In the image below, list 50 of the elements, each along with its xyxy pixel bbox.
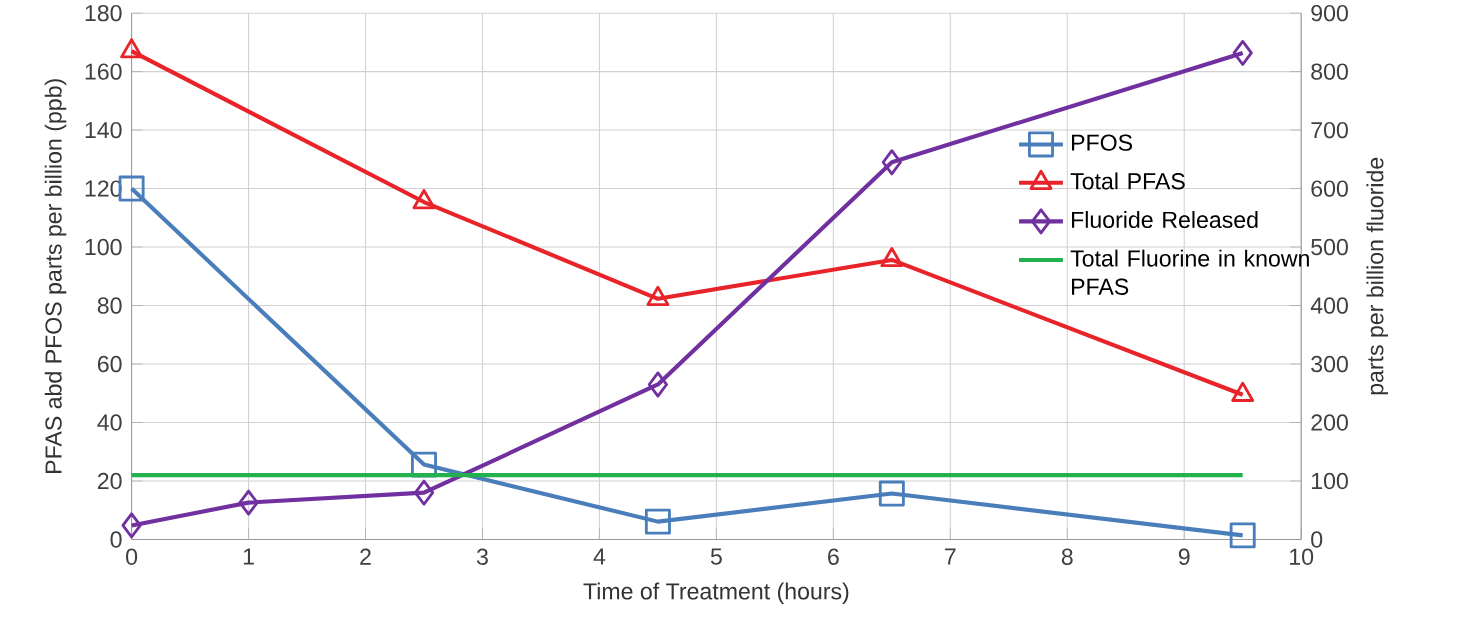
point — [878, 480, 905, 507]
y2-tick-label: 0 — [1311, 531, 1323, 548]
y2-tick-label: 900 — [1311, 4, 1348, 22]
y-tick-label: 160 — [85, 63, 122, 80]
y2-tick-label: 400 — [1310, 297, 1348, 314]
legend-label: PFOS — [1072, 134, 1133, 151]
y2-tick-label: 300 — [1311, 355, 1348, 373]
point — [880, 246, 904, 268]
x-tick-label: 1 — [243, 548, 254, 565]
x-tick-label: 3 — [476, 548, 488, 565]
y2-tick-label: 100 — [1312, 472, 1348, 490]
y2-tick-label: 500 — [1311, 238, 1348, 256]
point — [413, 479, 435, 506]
point — [1229, 522, 1256, 549]
y-tick-label: 60 — [97, 355, 122, 373]
y-tick-label: 140 — [85, 121, 122, 139]
y-tick-label: 40 — [97, 414, 122, 431]
y-tick-label: 20 — [97, 472, 122, 490]
y2-tick-label: 700 — [1311, 121, 1348, 139]
x-tick-label: 2 — [360, 548, 371, 565]
point — [647, 371, 668, 398]
y-tick-label: 100 — [85, 238, 122, 256]
point — [238, 489, 259, 516]
y-tick-label: 180 — [85, 4, 122, 22]
y-tick-label: 80 — [97, 297, 122, 314]
y2-tick-label: 200 — [1311, 414, 1348, 431]
x-tick-label: 10 — [1290, 548, 1314, 565]
point — [120, 38, 144, 59]
y-axis-title: PFAS abd PFOS parts per billion (ppb) — [44, 79, 67, 473]
y2-axis-title: parts per billion fluoride — [1366, 157, 1389, 395]
legend-label: Total Fluorine in known PFAS — [1070, 249, 1309, 295]
x-tick-label: 4 — [593, 548, 606, 565]
legend-label: Total PFAS — [1070, 172, 1185, 190]
point — [881, 149, 902, 176]
x-tick-label: 5 — [710, 548, 722, 565]
y2-tick-label: 600 — [1311, 180, 1348, 197]
legend-label: Fluoride Released — [1072, 210, 1258, 228]
point — [644, 508, 671, 535]
x-axis-title: Time of Treatment (hours) — [583, 582, 849, 605]
x-tick-label: 7 — [945, 548, 956, 565]
y-tick-label: 0 — [110, 531, 122, 548]
point — [646, 285, 670, 306]
point — [121, 512, 142, 539]
point — [412, 188, 436, 210]
x-tick-label: 0 — [126, 548, 138, 565]
x-tick-label: 8 — [1061, 548, 1073, 565]
x-tick-label: 9 — [1178, 548, 1190, 565]
point — [1232, 39, 1253, 66]
y2-tick-label: 800 — [1311, 63, 1348, 80]
x-tick-label: 6 — [828, 548, 839, 565]
